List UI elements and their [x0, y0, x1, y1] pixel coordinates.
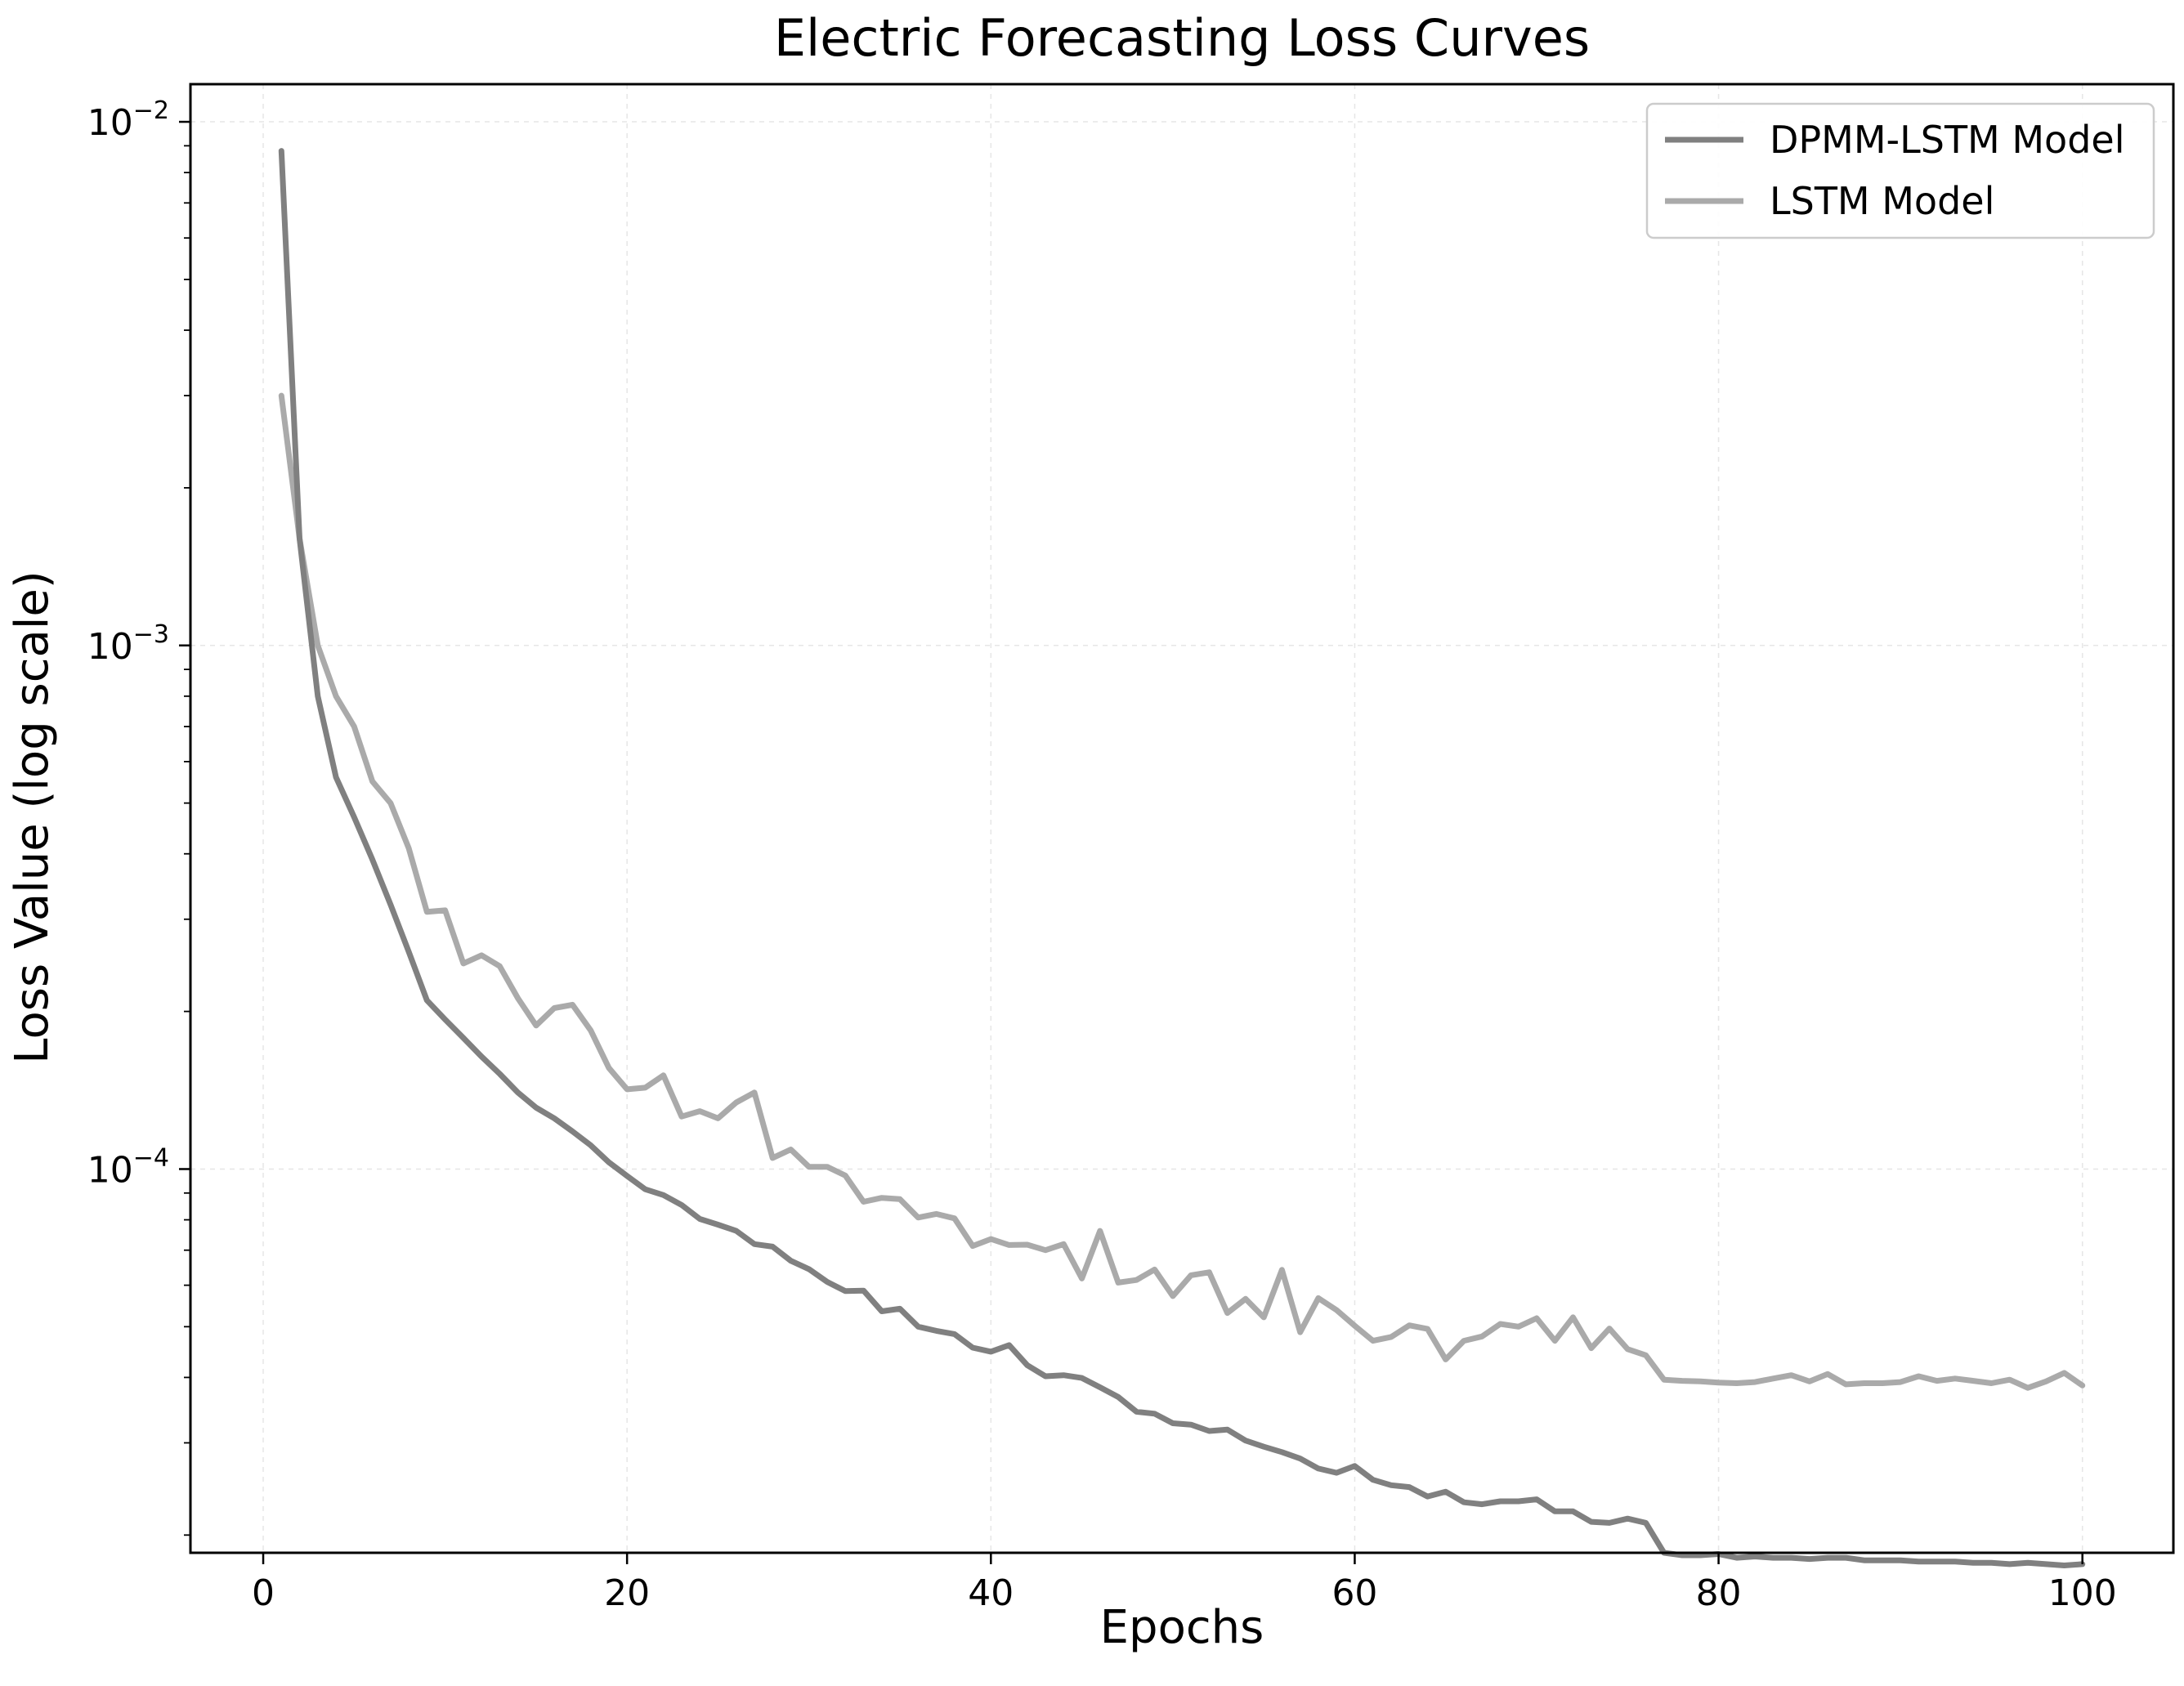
y-tick-label: 10−2 — [87, 96, 169, 144]
series-line-lstm-model — [278, 392, 2086, 1391]
y-tick-label: 10−4 — [87, 1143, 169, 1191]
x-tick-label: 100 — [2048, 1572, 2117, 1614]
series-line-dpmm-lstm-model — [278, 148, 2086, 1568]
legend-entry-label: LSTM Model — [1770, 179, 1994, 223]
legend: DPMM-LSTM Model LSTM Model — [1645, 102, 2155, 239]
legend-box — [1645, 102, 2155, 239]
x-tick-label: 60 — [1331, 1572, 1377, 1614]
grid-lines — [190, 84, 2173, 1553]
legend-entry-label: DPMM-LSTM Model — [1770, 118, 2124, 162]
x-tick-label: 80 — [1696, 1572, 1742, 1614]
series-layer — [278, 148, 2086, 1568]
x-axis: 0 20 40 60 80 100 — [252, 1553, 2117, 1614]
x-tick-label: 20 — [604, 1572, 650, 1614]
x-axis-label: Epochs — [1100, 1601, 1264, 1654]
y-axis-label: Loss Value (log scale) — [6, 570, 59, 1063]
plot-frame — [189, 83, 2175, 1554]
y-tick-label: 10−3 — [87, 620, 169, 668]
x-tick-label: 40 — [968, 1572, 1014, 1614]
x-tick-label: 0 — [252, 1572, 275, 1614]
y-axis: 10−2 10−3 10−4 — [87, 96, 190, 1536]
chart-title: Electric Forecasting Loss Curves — [774, 8, 1590, 68]
